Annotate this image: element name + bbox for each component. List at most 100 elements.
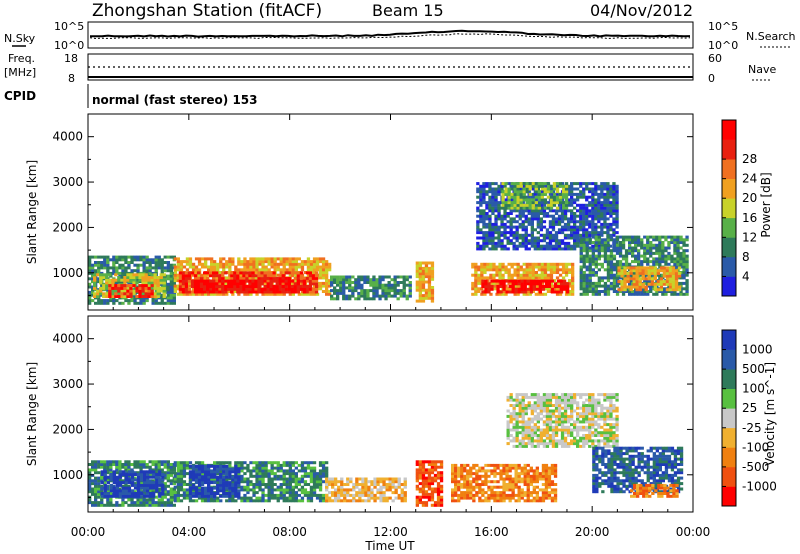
data-cell [150,286,154,290]
data-cell [597,203,601,207]
data-cell [615,260,620,264]
data-cell [609,265,614,269]
data-cell [378,281,382,284]
data-cell [348,294,352,298]
data-cell [514,282,518,286]
data-cell [682,257,686,261]
data-cell [491,206,495,210]
data-cell [600,254,604,258]
data-cell [588,231,592,235]
data-cell [609,222,613,226]
data-cell [634,246,638,250]
data-cell [169,255,173,259]
data-cell [551,228,556,232]
data-cell [154,468,158,472]
data-cell [540,187,544,191]
data-cell [424,272,429,276]
data-cell [182,265,187,269]
data-cell [249,265,253,269]
data-cell [507,271,511,274]
data-cell [488,187,492,191]
data-cell [628,238,632,242]
data-cell [91,271,95,275]
data-cell [399,291,403,295]
data-cell [215,279,219,283]
data-cell [228,276,232,280]
data-cell [548,214,553,218]
data-cell [582,231,586,235]
data-cell [612,190,616,194]
data-cell [143,483,147,487]
data-cell [621,235,626,239]
data-cell [519,276,523,280]
data-cell [106,492,110,495]
data-cell [573,220,577,224]
data-cell [620,288,624,292]
data-cell [632,280,636,284]
data-cell [579,257,583,261]
data-cell [369,283,373,287]
data-cell [512,236,516,240]
data-cell [474,262,478,266]
data-cell [507,192,511,196]
data-cell [594,241,598,244]
data-cell [494,244,498,248]
data-cell [668,280,673,284]
data-cell [179,262,184,266]
data-cell [103,503,107,507]
data-cell [530,217,534,221]
data-cell [530,239,534,243]
data-cell [93,295,97,298]
data-cell [476,195,480,199]
data-cell [348,278,352,282]
data-cell [163,476,167,480]
data-cell [148,479,152,483]
data-cell [576,182,580,186]
data-cell [139,490,143,494]
data-cell [127,473,132,476]
colorbar-swatch [722,120,736,140]
data-cell [612,182,616,186]
data-cell [266,282,270,286]
data-cell [626,271,630,275]
data-cell [166,269,170,273]
data-cell [249,260,253,264]
data-cell [124,460,128,464]
data-cell [242,274,246,278]
data-cell [685,284,689,288]
data-cell [393,275,397,279]
data-cell [582,238,586,242]
data-cell [234,268,238,272]
data-cell [231,292,235,296]
data-cell [288,260,292,264]
data-cell [257,287,261,291]
data-cell [97,266,101,270]
data-cell [504,192,508,196]
data-cell [479,231,483,235]
data-cell [149,486,153,490]
data-cell [176,472,180,476]
colorbar-tick-label: 8 [742,250,750,264]
data-cell [549,265,554,269]
data-cell [528,192,532,196]
data-cell [670,260,674,264]
data-cell [488,209,492,213]
data-cell [579,184,583,188]
data-cell [234,265,238,269]
data-cell [594,284,598,288]
data-cell [124,489,129,493]
data-cell [160,261,164,264]
data-cell [479,195,483,199]
data-cell [288,265,292,269]
data-cell [621,246,626,250]
data-cell [130,470,135,474]
data-cell [579,271,583,274]
data-cell [366,278,370,282]
data-cell [685,273,689,277]
data-cell [173,463,177,467]
data-cell [269,276,273,280]
data-cell [591,284,595,288]
data-cell [513,195,517,199]
data-cell [154,261,158,264]
data-cell [415,272,419,276]
